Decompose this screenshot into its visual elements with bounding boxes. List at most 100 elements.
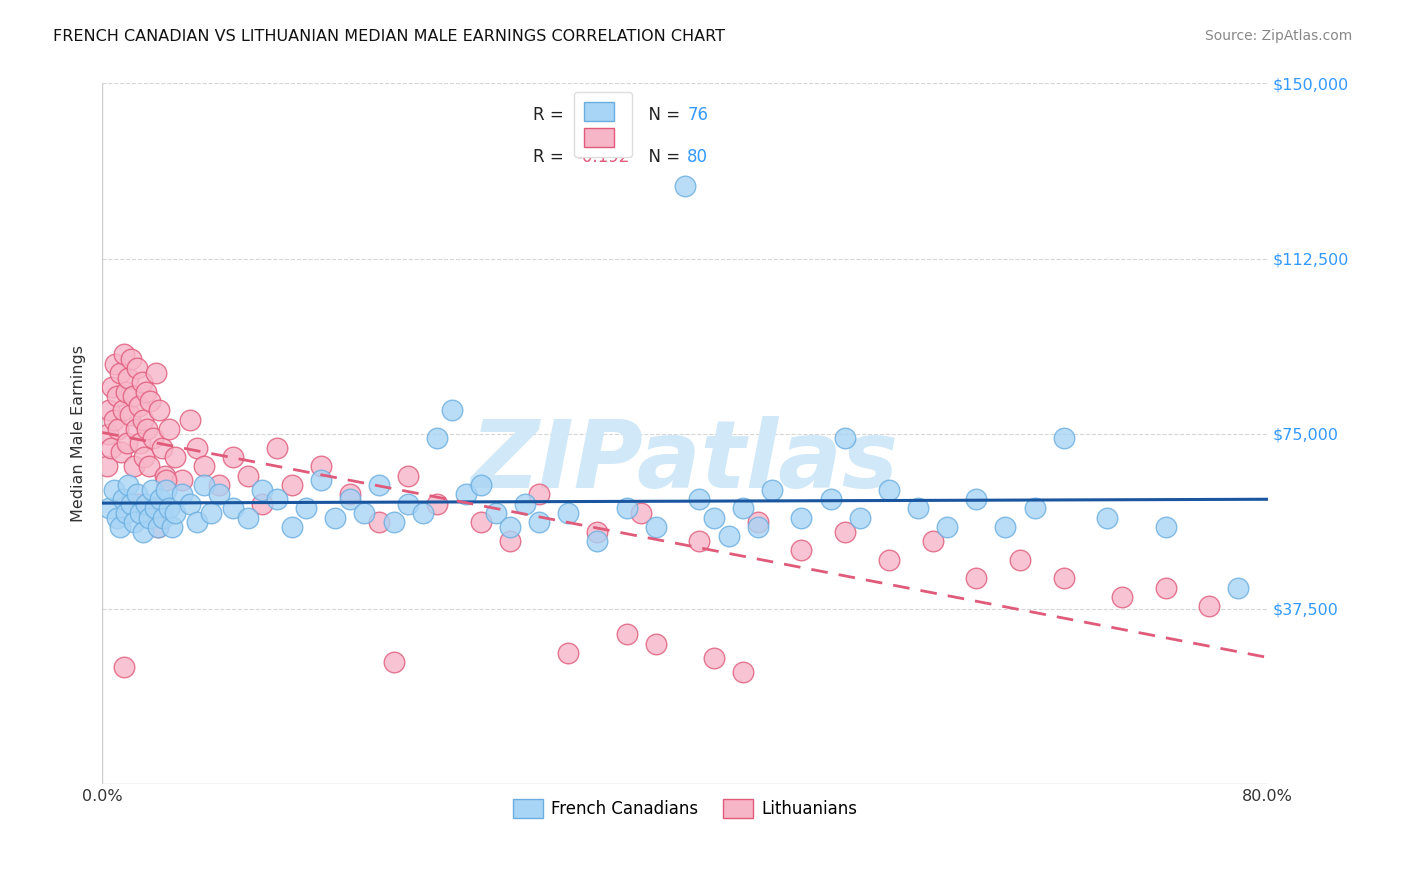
Point xyxy=(834,524,856,539)
Point xyxy=(160,520,183,534)
Point xyxy=(236,510,259,524)
Point xyxy=(353,506,375,520)
Point xyxy=(266,491,288,506)
Point xyxy=(529,516,551,530)
Point xyxy=(440,403,463,417)
Text: N =: N = xyxy=(638,148,686,166)
Point xyxy=(149,491,172,506)
Text: R =: R = xyxy=(533,148,569,166)
Text: ZIPatlas: ZIPatlas xyxy=(471,416,898,508)
Point xyxy=(104,357,127,371)
Point xyxy=(153,468,176,483)
Point xyxy=(128,497,150,511)
Point xyxy=(1154,520,1177,534)
Text: N =: N = xyxy=(638,106,686,124)
Point xyxy=(396,468,419,483)
Point xyxy=(172,487,194,501)
Point xyxy=(132,412,155,426)
Point xyxy=(152,510,174,524)
Point xyxy=(382,656,405,670)
Point xyxy=(146,520,169,534)
Point xyxy=(157,501,180,516)
Point xyxy=(186,441,208,455)
Point xyxy=(122,516,145,530)
Text: 76: 76 xyxy=(688,106,709,124)
Point xyxy=(266,441,288,455)
Point xyxy=(135,497,157,511)
Point xyxy=(412,506,434,520)
Point xyxy=(877,552,900,566)
Point xyxy=(1024,501,1046,516)
Point xyxy=(484,506,506,520)
Point xyxy=(125,422,148,436)
Text: -0.192: -0.192 xyxy=(576,148,630,166)
Text: 80: 80 xyxy=(688,148,709,166)
Point xyxy=(142,431,165,445)
Point xyxy=(115,436,138,450)
Point xyxy=(280,520,302,534)
Point xyxy=(1111,590,1133,604)
Point xyxy=(186,516,208,530)
Point xyxy=(1154,581,1177,595)
Point xyxy=(103,412,125,426)
Point xyxy=(309,459,332,474)
Point xyxy=(97,426,120,441)
Point xyxy=(790,543,813,558)
Point xyxy=(703,510,725,524)
Point xyxy=(136,422,159,436)
Point xyxy=(630,506,652,520)
Point xyxy=(1053,431,1076,445)
Point xyxy=(1097,510,1119,524)
Point xyxy=(105,389,128,403)
Point xyxy=(513,497,536,511)
Point xyxy=(323,510,346,524)
Point xyxy=(557,646,579,660)
Point xyxy=(848,510,870,524)
Point xyxy=(193,459,215,474)
Point xyxy=(96,459,118,474)
Point xyxy=(120,497,142,511)
Point xyxy=(733,665,755,679)
Point xyxy=(295,501,318,516)
Point xyxy=(368,478,391,492)
Point xyxy=(208,478,231,492)
Point xyxy=(688,533,710,548)
Point xyxy=(1008,552,1031,566)
Point xyxy=(179,412,201,426)
Point xyxy=(368,516,391,530)
Point xyxy=(118,408,141,422)
Point xyxy=(644,520,666,534)
Point xyxy=(121,389,143,403)
Point xyxy=(135,384,157,399)
Point xyxy=(105,510,128,524)
Point xyxy=(834,431,856,445)
Point xyxy=(747,516,769,530)
Point xyxy=(129,506,152,520)
Point xyxy=(111,403,134,417)
Point xyxy=(122,459,145,474)
Point xyxy=(1053,571,1076,585)
Point xyxy=(616,627,638,641)
Point xyxy=(165,506,187,520)
Point xyxy=(717,529,740,543)
Point xyxy=(157,422,180,436)
Point xyxy=(103,483,125,497)
Point xyxy=(252,483,274,497)
Point xyxy=(236,468,259,483)
Point xyxy=(208,487,231,501)
Point xyxy=(994,520,1017,534)
Point xyxy=(965,491,987,506)
Point xyxy=(165,450,187,464)
Point xyxy=(146,520,169,534)
Point xyxy=(426,431,449,445)
Text: R =: R = xyxy=(533,106,569,124)
Point xyxy=(1198,599,1220,614)
Point xyxy=(456,487,478,501)
Point xyxy=(98,501,121,516)
Point xyxy=(790,510,813,524)
Point xyxy=(733,501,755,516)
Text: FRENCH CANADIAN VS LITHUANIAN MEDIAN MALE EARNINGS CORRELATION CHART: FRENCH CANADIAN VS LITHUANIAN MEDIAN MAL… xyxy=(53,29,725,45)
Point xyxy=(127,487,149,501)
Point xyxy=(155,473,177,487)
Point xyxy=(499,520,522,534)
